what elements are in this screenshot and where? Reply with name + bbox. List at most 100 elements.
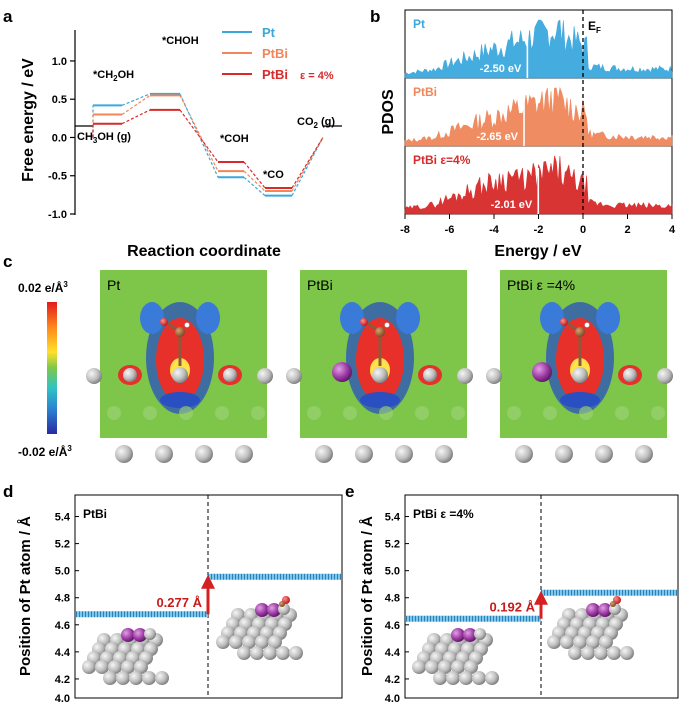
c-bottom-pt-atom bbox=[235, 445, 253, 463]
slab-pt-atom bbox=[250, 646, 264, 660]
panel-d-ytick-label: 4.8 bbox=[55, 593, 70, 605]
slab-bi-atom bbox=[267, 603, 281, 617]
c-carbon-atom bbox=[175, 327, 185, 337]
a-state-label-part: *CH bbox=[93, 69, 113, 81]
c-bottom-pt-atom bbox=[595, 445, 613, 463]
c-bi-atom bbox=[532, 362, 552, 382]
c-oxygen-atom bbox=[560, 318, 568, 326]
c-subsurface-atom bbox=[507, 406, 521, 420]
slab-pt-atom bbox=[95, 660, 109, 674]
a-xlabel: Reaction coordinate bbox=[127, 243, 281, 260]
c-subsurface-atom bbox=[307, 406, 321, 420]
b-xtick-label: 4 bbox=[669, 224, 676, 236]
slab-bi-atom bbox=[463, 628, 477, 642]
a-state-label-part: (g) bbox=[318, 116, 335, 128]
a-legend-label: Pt bbox=[262, 25, 276, 40]
slab-pt-atom bbox=[586, 635, 600, 649]
b-xtick-label: -8 bbox=[400, 224, 410, 236]
b-xtick-label: -2 bbox=[534, 224, 544, 236]
a-state-label-part: *CO bbox=[263, 169, 284, 181]
b-xlabel: Energy / eV bbox=[494, 243, 581, 260]
c-bottom-pt-atom bbox=[395, 445, 413, 463]
slab-pt-atom bbox=[268, 635, 282, 649]
e-ylabel: Position of Pt atom / Å bbox=[359, 516, 376, 676]
panel-e-slab bbox=[412, 628, 499, 685]
c-bottom-pt-atom bbox=[635, 445, 653, 463]
c-colorbar bbox=[47, 302, 57, 434]
panel-d-ytick-label: 5.0 bbox=[55, 566, 70, 578]
slab-bi-atom bbox=[255, 603, 269, 617]
slab-pt-atom bbox=[134, 660, 148, 674]
slab-pt-atom bbox=[594, 646, 608, 660]
panel-e-ytick-label: 4.2 bbox=[385, 674, 400, 686]
a-state-label: *COH bbox=[220, 133, 249, 145]
c-subsurface-atom bbox=[543, 406, 557, 420]
panel-d-ytick-label: 5.4 bbox=[55, 512, 71, 524]
b-d-band-center-label: -2.01 eV bbox=[491, 199, 533, 211]
d-ylabel: Position of Pt atom / Å bbox=[17, 516, 34, 676]
c-subsurface-atom bbox=[579, 406, 593, 420]
a-ytick-label: 0.5 bbox=[52, 94, 67, 106]
c-bottom-pt-atom bbox=[435, 445, 453, 463]
panel-d-level-after bbox=[208, 573, 341, 580]
slab-pt-atom bbox=[464, 660, 478, 674]
panel-d-ytick-label: 5.2 bbox=[55, 539, 70, 551]
c-subsurface-atom bbox=[107, 406, 121, 420]
a-connector bbox=[179, 95, 219, 172]
slab-carbon-atom bbox=[279, 601, 285, 607]
c-side-lobe bbox=[196, 302, 220, 334]
a-connector bbox=[121, 93, 151, 106]
b-x-ticks: -8 -6 -4 -2 0 2 4 bbox=[400, 214, 676, 236]
panel-e-ytick-label: 4.0 bbox=[385, 693, 400, 705]
slab-pt-atom bbox=[82, 660, 96, 674]
panel-e-ytick-label: 4.8 bbox=[385, 593, 400, 605]
c-side-lobe bbox=[140, 302, 164, 334]
b-pdos-area bbox=[404, 19, 673, 79]
panel-e-ytick-label: 4.4 bbox=[385, 647, 401, 659]
c-pt-atom bbox=[372, 367, 388, 383]
slab-pt-atom bbox=[144, 628, 156, 640]
c-carbon-atom bbox=[575, 327, 585, 337]
c-lower-lobe bbox=[360, 392, 400, 408]
a-state-label-part: OH bbox=[118, 69, 135, 81]
a-ytick-label: 1.0 bbox=[52, 56, 67, 68]
slab-bi-atom bbox=[451, 628, 465, 642]
c-side-lobe bbox=[396, 302, 420, 334]
a-state-label-part: *COH bbox=[220, 133, 249, 145]
panel-e-ytick-label: 5.2 bbox=[385, 539, 400, 551]
slab-pt-atom bbox=[620, 646, 634, 660]
slab-pt-atom bbox=[129, 671, 143, 685]
slab-pt-atom bbox=[451, 660, 465, 674]
c-side-lobe bbox=[340, 302, 364, 334]
c-colorbar-min: -0.02 e/Å3 bbox=[18, 444, 72, 459]
c-subsurface-atom bbox=[343, 406, 357, 420]
slab-pt-atom bbox=[472, 671, 486, 685]
b-series-name: Pt bbox=[413, 17, 425, 31]
slab-bi-atom bbox=[121, 628, 135, 642]
panel-e-ytick-label: 5.0 bbox=[385, 566, 400, 578]
c-bottom-pt-atom bbox=[195, 445, 213, 463]
panel-d-slab bbox=[82, 628, 169, 685]
b-xtick-label: 2 bbox=[624, 224, 630, 236]
a-connector bbox=[243, 161, 266, 189]
c-pt-atom bbox=[572, 367, 588, 383]
c-subsurface-atom bbox=[415, 406, 429, 420]
slab-pt-atom bbox=[412, 660, 426, 674]
panel-d-arrow-head bbox=[201, 574, 215, 589]
a-state-label-part: CH bbox=[77, 131, 93, 143]
a-connector bbox=[121, 94, 151, 116]
b-ylabel: PDOS bbox=[380, 89, 397, 135]
a-ytick-label: -0.5 bbox=[48, 171, 67, 183]
a-state-label-sub: 2 bbox=[113, 74, 118, 83]
panel-e-level-before bbox=[406, 615, 541, 622]
slab-pt-atom bbox=[560, 635, 574, 649]
b-xtick-label: -6 bbox=[445, 224, 455, 236]
c-subsurface-atom bbox=[251, 406, 265, 420]
a-legend: Pt PtBi PtBi ε = 4% bbox=[222, 25, 334, 82]
panel-e-title: PtBi ε =4% bbox=[413, 507, 474, 521]
c-subsurface-atom bbox=[179, 406, 193, 420]
panel-label-e: e bbox=[345, 482, 354, 501]
slab-pt-atom bbox=[433, 671, 447, 685]
slab-pt-atom bbox=[474, 628, 486, 640]
